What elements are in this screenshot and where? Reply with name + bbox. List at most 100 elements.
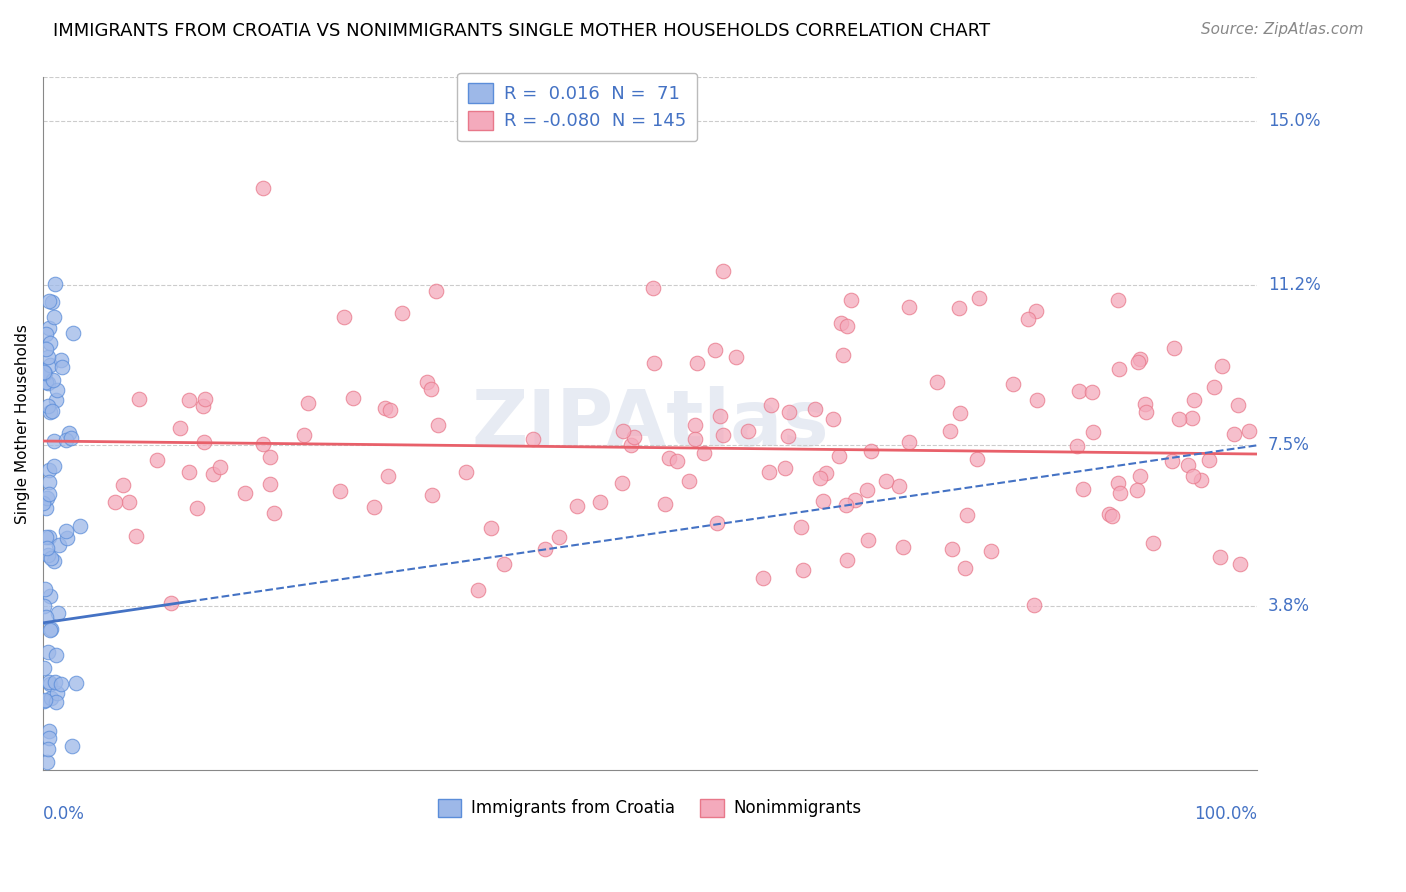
Point: [790, 520, 813, 534]
Point: [377, 469, 399, 483]
Point: [55, 524, 77, 538]
Point: [1227, 398, 1250, 412]
Point: [1025, 392, 1047, 407]
Point: [683, 417, 706, 432]
Point: [1209, 550, 1232, 565]
Point: [969, 291, 991, 305]
Point: [233, 486, 256, 500]
Point: [38, 475, 60, 489]
Point: [49, 677, 72, 691]
Point: [38, 463, 60, 477]
Point: [589, 495, 612, 509]
Point: [1129, 352, 1152, 367]
Point: [835, 498, 858, 512]
Point: [37, 742, 59, 756]
Point: [329, 483, 352, 498]
Point: [416, 376, 439, 390]
Point: [856, 533, 879, 547]
Text: 0.0%: 0.0%: [44, 805, 86, 822]
Point: [32, 366, 55, 380]
Point: [45, 686, 67, 700]
Point: [612, 424, 634, 438]
Point: [252, 437, 274, 451]
Point: [38, 731, 60, 746]
Point: [42, 458, 65, 473]
Point: [259, 450, 281, 465]
Point: [925, 375, 948, 389]
Point: [1097, 507, 1119, 521]
Point: [623, 429, 645, 443]
Point: [35, 610, 58, 624]
Point: [35, 342, 58, 356]
Text: ZIPAtlas: ZIPAtlas: [471, 385, 828, 462]
Point: [830, 316, 852, 330]
Point: [45, 392, 67, 407]
Point: [1107, 293, 1129, 308]
Point: [39, 677, 62, 691]
Point: [492, 557, 515, 571]
Point: [35, 530, 58, 544]
Point: [38, 293, 60, 308]
Point: [333, 310, 356, 324]
Point: [194, 392, 217, 407]
Point: [111, 477, 134, 491]
Point: [46, 607, 69, 621]
Point: [1177, 458, 1199, 473]
Point: [380, 403, 402, 417]
Point: [898, 300, 921, 314]
Point: [814, 467, 837, 481]
Point: [773, 461, 796, 475]
Point: [201, 467, 224, 482]
Point: [1081, 384, 1104, 399]
Point: [32, 366, 55, 380]
Point: [69, 519, 91, 533]
Point: [654, 497, 676, 511]
Point: [686, 356, 709, 370]
Point: [1081, 425, 1104, 439]
Point: [887, 478, 910, 492]
Point: [49, 353, 72, 368]
Point: [620, 438, 643, 452]
Point: [41, 404, 63, 418]
Point: [1189, 473, 1212, 487]
Point: [252, 180, 274, 194]
Point: [1163, 341, 1185, 355]
Point: [48, 537, 70, 551]
Point: [263, 506, 285, 520]
Point: [208, 460, 231, 475]
Point: [1071, 483, 1094, 497]
Point: [948, 301, 970, 315]
Point: [643, 356, 665, 370]
Point: [177, 466, 200, 480]
Point: [32, 496, 55, 510]
Point: [1198, 452, 1220, 467]
Point: [34, 375, 56, 389]
Point: [752, 571, 775, 585]
Point: [39, 405, 62, 419]
Point: [37, 350, 59, 364]
Point: [118, 494, 141, 508]
Point: [177, 392, 200, 407]
Point: [427, 418, 450, 433]
Point: [104, 495, 127, 509]
Point: [58, 425, 80, 440]
Point: [342, 391, 364, 405]
Text: 7.5%: 7.5%: [1268, 436, 1310, 454]
Point: [41, 295, 63, 310]
Point: [1223, 426, 1246, 441]
Point: [643, 280, 665, 294]
Point: [1017, 311, 1039, 326]
Point: [1229, 557, 1251, 571]
Point: [55, 434, 77, 448]
Point: [419, 382, 441, 396]
Point: [42, 434, 65, 448]
Point: [124, 529, 146, 543]
Point: [37, 400, 59, 414]
Point: [44, 310, 66, 324]
Point: [159, 596, 181, 610]
Point: [1001, 377, 1024, 392]
Point: [855, 483, 877, 497]
Point: [658, 451, 681, 466]
Point: [34, 582, 56, 597]
Point: [778, 429, 800, 443]
